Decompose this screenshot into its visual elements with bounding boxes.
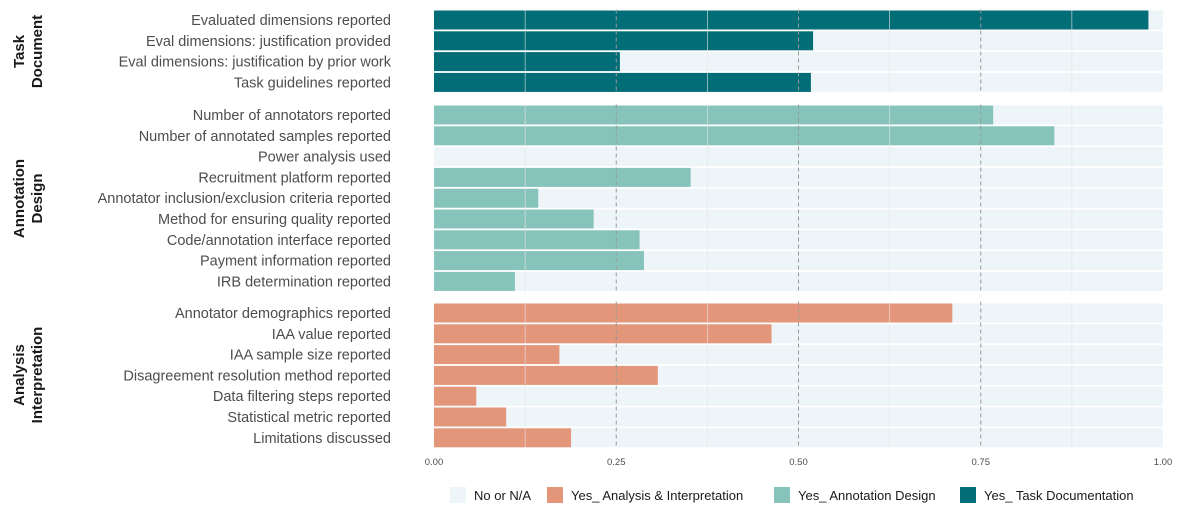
x-tick-label: 0.00	[425, 457, 444, 468]
x-tick-label: 0.75	[972, 457, 991, 468]
legend-label: Yes_ Task Documentation	[984, 488, 1134, 503]
legend-label: Yes_ Annotation Design	[798, 488, 936, 503]
group-label-line: Interpretation	[29, 327, 46, 424]
group-label-line: Analysis	[11, 344, 28, 406]
bar-yes	[434, 230, 640, 250]
bar-yes	[434, 345, 560, 365]
bar-yes	[434, 271, 515, 291]
x-tick-label: 1.00	[1154, 457, 1173, 468]
category-label: Number of annotated samples reported	[139, 129, 391, 145]
category-label: Method for ensuring quality reported	[158, 212, 391, 228]
category-label: Number of annotators reported	[193, 108, 391, 124]
bar-yes	[434, 386, 477, 406]
bar-yes	[434, 365, 658, 385]
legend-swatch	[774, 487, 790, 503]
bar-yes	[434, 188, 539, 208]
category-label: IRB determination reported	[217, 274, 391, 290]
bar-yes	[434, 251, 644, 271]
group-label-line: Task	[11, 34, 28, 68]
bar-yes	[434, 52, 620, 72]
bar-yes	[434, 407, 507, 427]
bar-yes	[434, 428, 572, 448]
category-label: Payment information reported	[200, 254, 391, 270]
legend-label: No or N/A	[474, 488, 531, 503]
category-label: IAA value reported	[272, 327, 391, 343]
bar-yes	[434, 209, 594, 229]
bar-yes	[434, 72, 811, 92]
group-label-line: Design	[29, 173, 46, 223]
category-label: Recruitment platform reported	[198, 170, 391, 186]
group-label-line: Annotation	[11, 159, 28, 238]
category-label: Task guidelines reported	[234, 75, 391, 91]
bar-yes	[434, 324, 772, 344]
category-label: Statistical metric reported	[227, 410, 391, 426]
x-tick-label: 0.25	[607, 457, 626, 468]
bar-yes	[434, 303, 953, 323]
bar-yes	[434, 167, 691, 187]
category-label: Data filtering steps reported	[213, 389, 391, 405]
category-label: Eval dimensions: justification provided	[146, 34, 391, 50]
bar-yes	[434, 126, 1055, 146]
legend-swatch	[547, 487, 563, 503]
category-label: Annotator inclusion/exclusion criteria r…	[98, 191, 391, 207]
category-label: IAA sample size reported	[230, 348, 391, 364]
x-tick-label: 0.50	[789, 457, 808, 468]
legend-swatch	[450, 487, 466, 503]
category-label: Annotator demographics reported	[175, 306, 391, 322]
category-label: Limitations discussed	[253, 431, 391, 447]
bar-yes	[434, 31, 814, 51]
category-label: Evaluated dimensions reported	[191, 13, 391, 29]
bar-yes	[434, 10, 1149, 30]
bar-yes	[434, 105, 994, 125]
category-label: Power analysis used	[258, 150, 391, 166]
legend-label: Yes_ Analysis & Interpretation	[571, 488, 743, 503]
category-label: Code/annotation interface reported	[167, 233, 391, 249]
category-label: Disagreement resolution method reported	[123, 368, 391, 384]
legend-swatch	[960, 487, 976, 503]
group-label-line: Document	[29, 15, 46, 88]
category-label: Eval dimensions: justification by prior …	[119, 55, 392, 71]
